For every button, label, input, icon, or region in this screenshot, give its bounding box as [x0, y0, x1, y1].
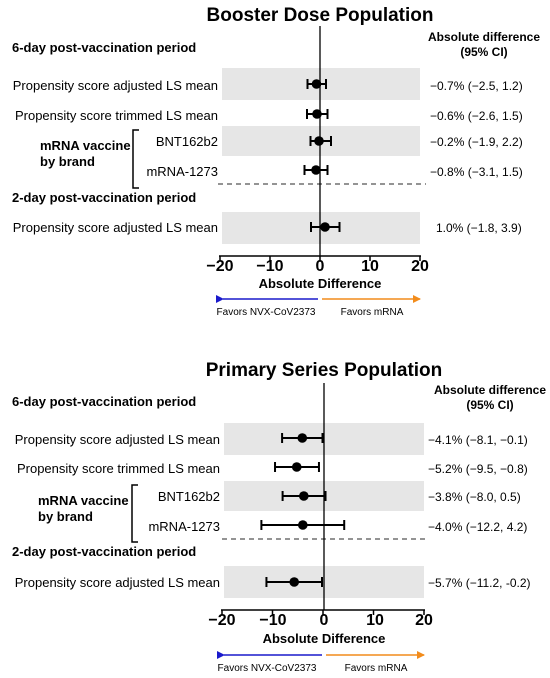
favor-left-label: Favors NVX-CoV2373	[218, 663, 317, 674]
row-label: Propensity score trimmed LS mean	[17, 461, 220, 476]
group-label-line2: by brand	[40, 154, 95, 169]
ci-header-line1: Absolute difference	[434, 383, 546, 397]
ci-value: −3.8% (−8.0, 0.5)	[428, 490, 521, 504]
point-estimate	[311, 165, 321, 175]
point-estimate	[299, 491, 309, 501]
x-axis-label: Absolute Difference	[263, 631, 386, 646]
point-estimate	[298, 520, 308, 530]
group-label-line1: mRNA vaccine	[38, 493, 129, 508]
x-tick-label: 10	[361, 258, 379, 275]
x-tick-label: 10	[366, 612, 384, 629]
x-tick-label: 0	[316, 258, 325, 275]
group-bracket	[132, 129, 139, 189]
point-estimate	[297, 433, 308, 443]
primary-data-marks	[260, 433, 346, 587]
ci-header-line2: (95% CI)	[466, 398, 513, 412]
ci-value: 1.0% (−1.8, 3.9)	[436, 221, 522, 235]
x-tick-label: 20	[411, 258, 429, 275]
group-label-line1: mRNA vaccine	[40, 138, 131, 153]
ci-value: −0.2% (−1.9, 2.2)	[430, 135, 523, 149]
x-axis-label: Absolute Difference	[259, 276, 382, 291]
point-estimate	[291, 462, 302, 472]
row-label: mRNA-1273	[148, 519, 220, 534]
group-label-line2: by brand	[38, 509, 93, 524]
point-estimate	[314, 136, 324, 146]
section-label-6day: 6-day post-vaccination period	[12, 40, 196, 55]
x-tick-label: −10	[259, 612, 286, 629]
point-estimate	[289, 577, 300, 587]
primary-panel: Primary Series Population Absolute diffe…	[12, 360, 546, 674]
ci-value: −0.6% (−2.6, 1.5)	[430, 109, 523, 123]
row-label: Propensity score adjusted LS mean	[13, 78, 218, 93]
booster-data-marks	[303, 79, 341, 232]
ci-value: −5.7% (−11.2, -0.2)	[428, 576, 531, 590]
row-label: BNT162b2	[158, 489, 220, 504]
favor-right-label: Favors mRNA	[345, 663, 408, 674]
ci-header-line1: Absolute difference	[428, 30, 540, 44]
ci-value: −0.8% (−3.1, 1.5)	[430, 165, 523, 179]
booster-panel: Booster Dose Population Absolute differe…	[12, 5, 540, 318]
booster-x-ticks	[219, 256, 421, 261]
row-label: mRNA-1273	[146, 164, 218, 179]
x-tick-label: −20	[206, 258, 233, 275]
section-label-2day: 2-day post-vaccination period	[12, 544, 196, 559]
row-label: Propensity score adjusted LS mean	[15, 575, 220, 590]
favor-right-label: Favors mRNA	[341, 307, 404, 318]
group-bracket	[131, 484, 138, 543]
ci-value: −5.2% (−9.5, −0.8)	[428, 462, 528, 476]
ci-value: −0.7% (−2.5, 1.2)	[430, 79, 523, 93]
x-tick-label: 0	[320, 612, 329, 629]
booster-row-shading	[222, 68, 420, 244]
ci-value: −4.0% (−12.2, 4.2)	[428, 520, 527, 534]
x-tick-label: −10	[256, 258, 283, 275]
section-label-2day: 2-day post-vaccination period	[12, 190, 196, 205]
x-tick-label: 20	[415, 612, 433, 629]
primary-x-ticks	[221, 610, 425, 615]
favor-left-label: Favors NVX-CoV2373	[217, 307, 316, 318]
row-label: Propensity score trimmed LS mean	[15, 108, 218, 123]
chart-title: Primary Series Population	[206, 360, 443, 381]
point-estimate	[320, 222, 330, 232]
ci-value: −4.1% (−8.1, −0.1)	[428, 433, 528, 447]
section-label-6day: 6-day post-vaccination period	[12, 394, 196, 409]
ci-header-line2: (95% CI)	[460, 45, 507, 59]
x-tick-label: −20	[208, 612, 235, 629]
row-label: Propensity score adjusted LS mean	[13, 220, 218, 235]
point-estimate	[311, 79, 322, 89]
row-label: BNT162b2	[156, 134, 218, 149]
row-label: Propensity score adjusted LS mean	[15, 432, 220, 447]
chart-title: Booster Dose Population	[207, 5, 434, 26]
